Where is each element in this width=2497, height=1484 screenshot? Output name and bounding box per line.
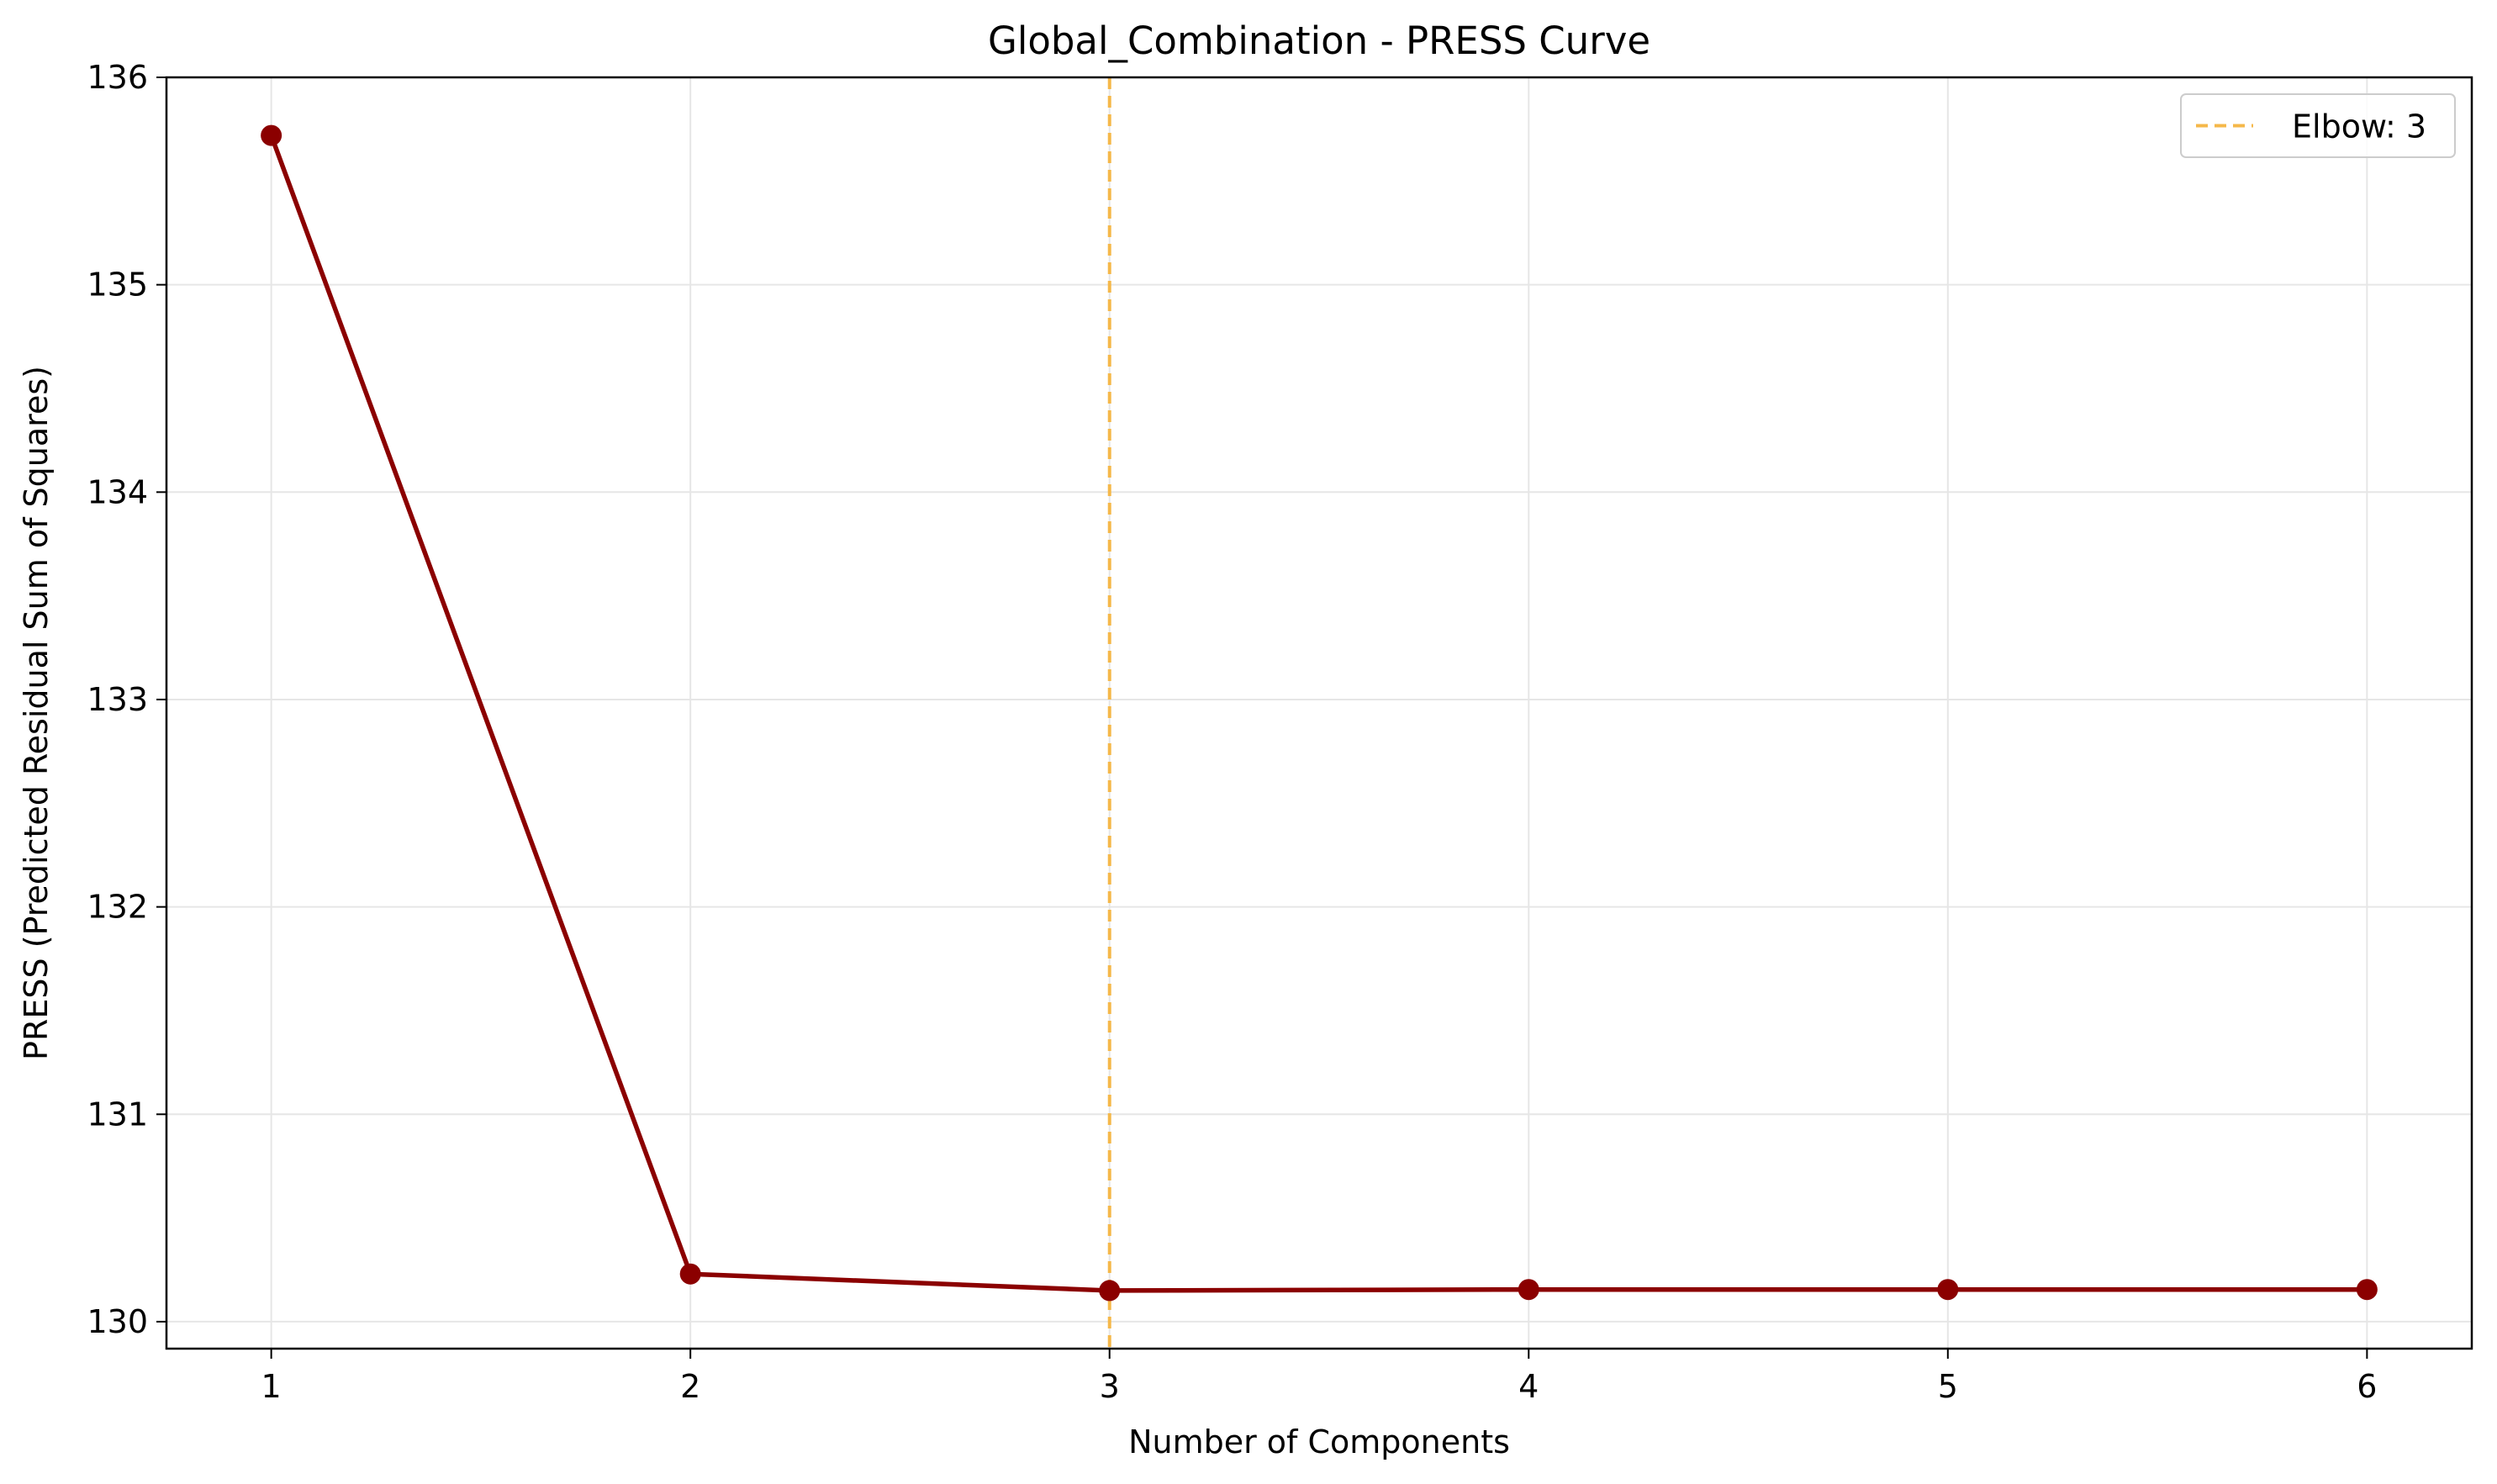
y-axis-label: PRESS (Predicted Residual Sum of Squares… xyxy=(18,366,55,1060)
y-tick-label-130: 130 xyxy=(87,1303,148,1340)
data-point-1 xyxy=(261,124,282,146)
x-tick-label-3: 3 xyxy=(1100,1368,1120,1405)
series-line xyxy=(269,135,2368,1293)
legend-box xyxy=(2180,93,2456,158)
x-tick-label-4: 4 xyxy=(1518,1368,1539,1405)
y-tick-label-136: 136 xyxy=(87,59,148,96)
x-tick-label-1: 1 xyxy=(261,1368,282,1405)
data-point-4 xyxy=(1518,1279,1539,1301)
x-tick-label-2: 2 xyxy=(680,1368,700,1405)
data-point-2 xyxy=(679,1263,701,1285)
x-axis-label: Number of Components xyxy=(1128,1423,1510,1460)
series-layer xyxy=(261,124,2378,1302)
x-axis-ticks: 1 2 3 4 5 6 xyxy=(261,1349,2377,1405)
x-tick-label-5: 5 xyxy=(1938,1368,1958,1405)
y-tick-label-134: 134 xyxy=(87,473,148,510)
y-tick-label-131: 131 xyxy=(87,1096,148,1133)
x-tick-label-6: 6 xyxy=(2357,1368,2377,1405)
data-point-6 xyxy=(2356,1279,2378,1301)
legend-label-elbow: Elbow: 3 xyxy=(2292,108,2426,145)
y-tick-label-132: 132 xyxy=(87,889,148,926)
chart-title: Global_Combination - PRESS Curve xyxy=(988,18,1650,63)
data-point-3 xyxy=(1099,1280,1121,1302)
plot-frame xyxy=(165,76,2473,1350)
y-axis-ticks: 130 131 132 133 134 135 136 xyxy=(87,59,166,1340)
data-point-5 xyxy=(1937,1279,1959,1301)
legend: Elbow: 3 xyxy=(2180,93,2456,158)
y-tick-label-133: 133 xyxy=(87,681,148,718)
y-tick-label-135: 135 xyxy=(87,267,148,304)
